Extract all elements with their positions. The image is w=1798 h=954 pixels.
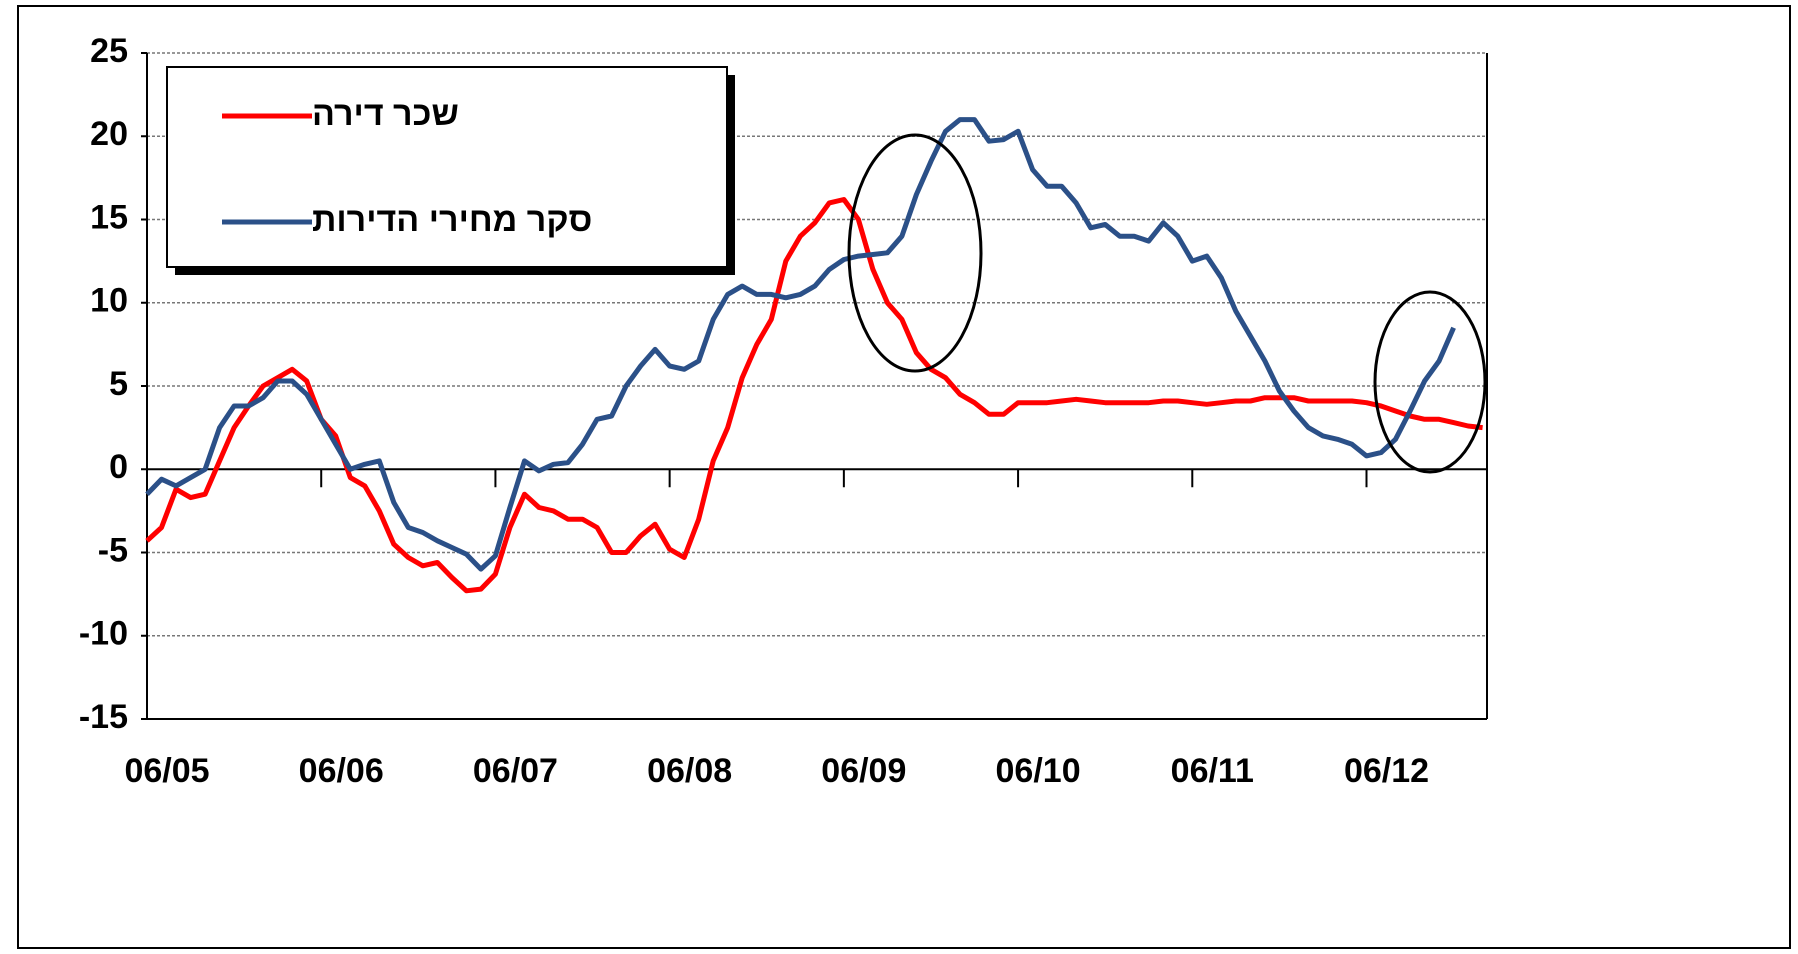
x-tick-label: 06/09 (821, 752, 906, 790)
y-tick-label: 5 (109, 365, 128, 403)
y-tick-label: 20 (90, 115, 128, 153)
frame (17, 5, 1791, 949)
y-tick-label: 25 (90, 32, 128, 70)
y-tick-label: 10 (90, 282, 128, 320)
x-tick-label: 06/11 (1171, 752, 1254, 790)
y-tick-label: -10 (79, 615, 128, 653)
x-tick-label: 06/10 (996, 752, 1081, 790)
x-tick-label: 06/08 (647, 752, 732, 790)
x-tick-label: 06/12 (1344, 752, 1429, 790)
series-line (145, 197, 1483, 594)
y-tick-label: 15 (90, 198, 128, 236)
y-tick-label: -15 (79, 698, 128, 736)
legend-label: סקר מחירי הדירות (312, 201, 592, 239)
highlight-ellipse (847, 133, 983, 373)
series-line (145, 117, 1456, 572)
plot-area: -15 -10 -5 0 5 10 15 20 25 06/05 06/06 06/07 06/08 06… (79, 32, 1488, 790)
x-tick-label: 06/06 (299, 752, 384, 790)
y-tick-label: 0 (109, 448, 128, 486)
legend (166, 66, 728, 268)
x-tick-label: 06/05 (124, 752, 209, 790)
highlight-ellipse (1373, 290, 1487, 474)
y-tick-label: -5 (98, 531, 128, 569)
legend-label: שכר דירה (312, 95, 459, 133)
x-tick-label: 06/07 (473, 752, 558, 790)
